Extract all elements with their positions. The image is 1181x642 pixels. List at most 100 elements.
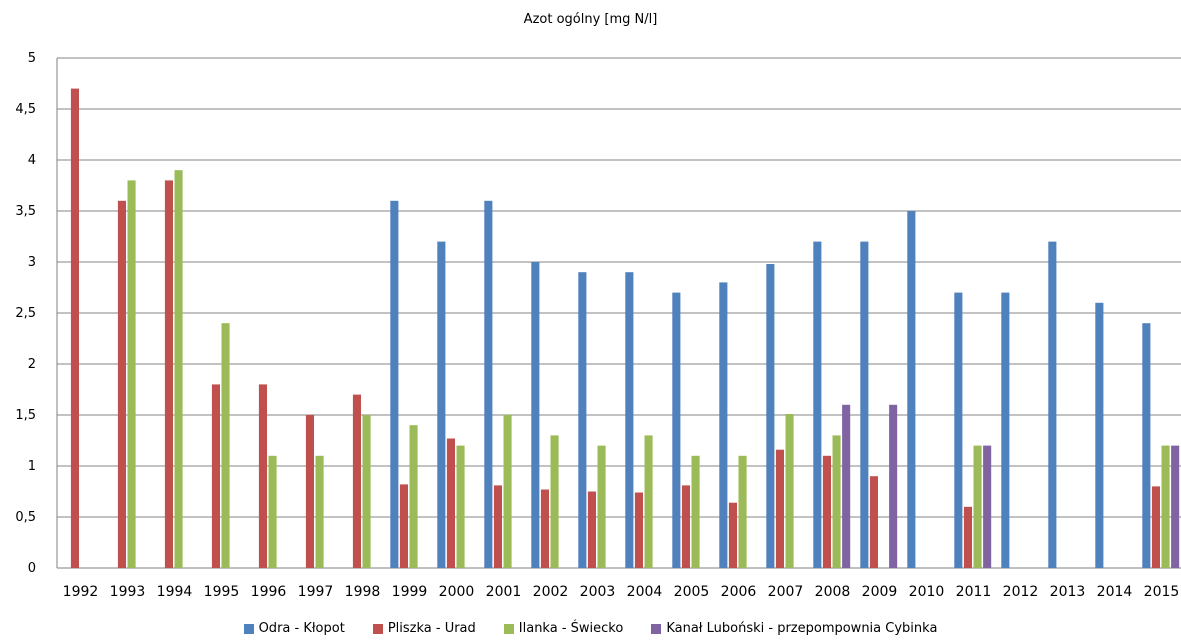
bar [540,489,549,568]
x-tick-label: 1997 [298,584,334,600]
legend: Odra - Kłopot Pliszka - Urad Ilanka - Świe… [0,621,1181,636]
bar [362,415,371,568]
x-tick-label: 2000 [439,584,475,600]
bar [832,435,841,568]
y-tick-label: 4 [28,153,36,168]
y-tick-label: 0,5 [15,510,36,525]
x-tick-label: 1994 [157,584,193,600]
bar [775,449,784,568]
bar [1161,445,1170,568]
legend-swatch [243,623,254,634]
bar [399,484,408,568]
x-tick-label: 2010 [909,584,945,600]
bar [597,445,606,568]
bar [766,264,775,568]
y-tick-label: 3,5 [15,204,36,219]
bar [954,292,963,568]
legend-label: Pliszka - Urad [387,621,476,636]
bar [963,506,972,568]
x-tick-label: 2002 [533,584,569,600]
bar [672,292,681,568]
bar [691,455,700,568]
legend-swatch [372,623,383,634]
bar [174,170,183,568]
bar [973,445,982,568]
bar [70,88,79,568]
bar [493,485,502,568]
x-tick-label: 1998 [345,584,381,600]
x-tick-label: 2007 [768,584,804,600]
bar [305,415,314,568]
bar [531,262,540,568]
bar [719,282,728,568]
x-tick-label: 1995 [204,584,240,600]
legend-item: Pliszka - Urad [372,621,476,636]
x-tick-label: 2009 [862,584,898,600]
x-tick-label: 2013 [1050,584,1086,600]
bar [258,384,267,568]
bar [409,425,418,568]
bar [1151,486,1160,568]
bar [446,438,455,568]
bar [1095,302,1104,568]
bar [550,435,559,568]
x-tick-label: 2005 [674,584,710,600]
x-tick-label: 1999 [392,584,428,600]
x-tick-label: 2011 [956,584,992,600]
legend-item: Kanał Luboński - przepompownia Cybinka [651,621,937,636]
bar [860,241,869,568]
bar [221,323,230,568]
x-tick-label: 2015 [1144,584,1180,600]
y-tick-label: 3 [28,255,36,270]
y-tick-label: 5 [28,51,36,66]
bar [728,502,737,568]
bar [352,394,361,568]
bar [822,455,831,568]
bar [117,200,126,569]
legend-label: Odra - Kłopot [258,621,345,636]
bar [625,272,634,568]
y-tick-label: 2,5 [15,306,36,321]
bar [268,455,277,568]
bar [503,415,512,568]
legend-swatch [503,623,514,634]
x-tick-label: 1996 [251,584,287,600]
bar [1142,323,1151,568]
x-tick-label: 2012 [1003,584,1039,600]
bar [315,455,324,568]
bar [164,180,173,568]
legend-item: Odra - Kłopot [243,621,345,636]
bar [211,384,220,568]
y-tick-label: 2 [28,357,36,372]
bar [813,241,822,568]
legend-item: Ilanka - Świecko [503,621,624,636]
bar [889,404,898,568]
y-tick-label: 1 [28,459,36,474]
legend-swatch [651,623,662,634]
bar [1001,292,1010,568]
bar [456,445,465,568]
bar [785,414,794,568]
bar [484,200,493,569]
bar [390,200,399,569]
bar [1048,241,1057,568]
legend-label: Ilanka - Świecko [518,621,624,636]
bar [738,455,747,568]
bar [578,272,587,568]
x-tick-label: 2008 [815,584,851,600]
bar [983,445,992,568]
bar [644,435,653,568]
y-tick-label: 1,5 [15,408,36,423]
bar [1171,445,1180,568]
bar [437,241,446,568]
bar [634,492,643,568]
x-tick-label: 2006 [721,584,757,600]
x-tick-label: 1993 [110,584,146,600]
chart-title: Azot ogólny [mg N/l] [523,12,658,27]
bar [907,211,916,568]
x-tick-label: 2014 [1097,584,1133,600]
bar [869,476,878,568]
bar [127,180,136,568]
x-tick-label: 1992 [63,584,99,600]
